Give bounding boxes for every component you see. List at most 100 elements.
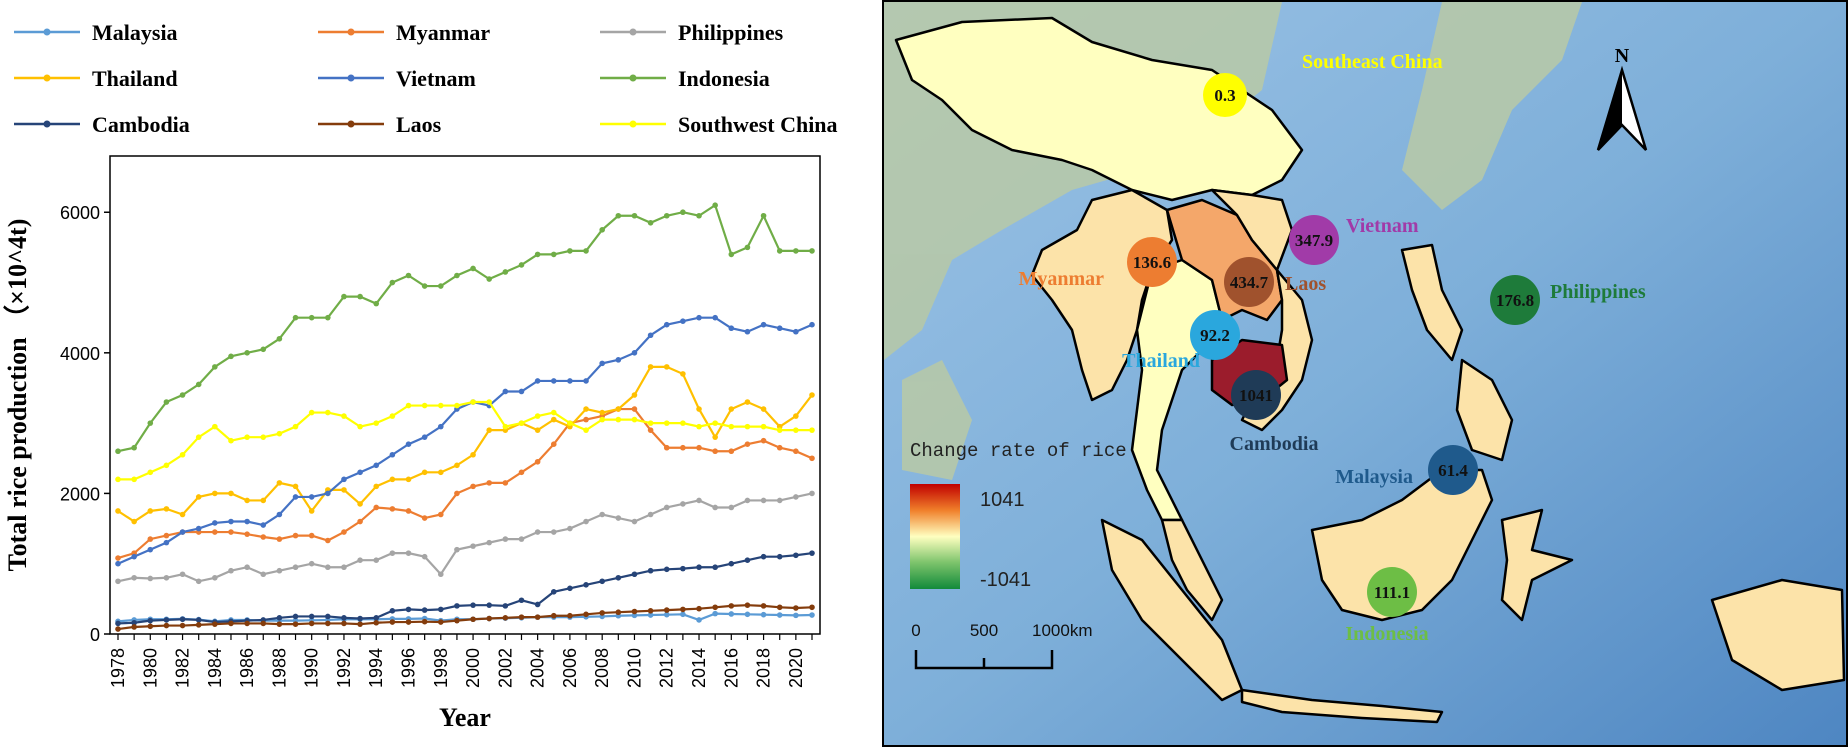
point-myanmar-2013: [680, 444, 686, 451]
point-cambodia-1988: [276, 615, 283, 621]
point-indonesia-1997: [421, 283, 428, 289]
point-thailand-1983: [195, 494, 202, 500]
point-laos-2004: [534, 614, 541, 620]
point-laos-2016: [728, 603, 735, 609]
legend-marker-laos: [347, 120, 355, 128]
point-thailand-2020: [793, 413, 799, 419]
point-vietnam-2010: [631, 350, 638, 356]
point-myanmar-2018: [760, 437, 767, 444]
x-tick-label-2006: 2006: [560, 648, 580, 688]
point-myanmar-1985: [228, 529, 234, 535]
point-cambodia-1989: [292, 613, 299, 620]
point-laos-1979: [131, 624, 137, 630]
x-tick-label-1992: 1992: [334, 648, 354, 688]
point-philippines-2010: [631, 518, 638, 525]
point-thailand-2012: [663, 364, 670, 370]
scale-bar-line: [914, 650, 1054, 670]
point-indonesia-2021: [809, 248, 815, 254]
point-cambodia-1999: [454, 603, 460, 609]
point-philippines-1994: [373, 557, 380, 563]
point-indonesia-1984: [212, 364, 218, 370]
region-label-cambodia: Cambodia: [1230, 433, 1319, 455]
point-cambodia-1996: [405, 606, 412, 613]
point-thailand-1986: [244, 497, 250, 504]
point-cambodia-2003: [518, 597, 525, 604]
point-southwest-china-2005: [550, 409, 557, 416]
point-thailand-2018: [760, 406, 767, 412]
point-cambodia-2017: [744, 557, 751, 563]
point-thailand-2011: [647, 364, 654, 370]
point-myanmar-1986: [244, 531, 250, 537]
point-thailand-1980: [147, 508, 154, 514]
point-indonesia-1990: [308, 314, 315, 321]
point-thailand-1978: [115, 508, 121, 514]
point-southwest-china-2013: [680, 420, 686, 426]
point-philippines-2018: [760, 497, 767, 504]
point-philippines-2019: [776, 497, 783, 504]
point-indonesia-1982: [179, 392, 186, 398]
region-markers: 0.3 Southeast China 347.9 Vietnam 136.6 Myanm…: [1018, 51, 1645, 645]
legend-marker-southwest-china: [629, 120, 637, 128]
point-southwest-china-1986: [244, 434, 250, 440]
point-philippines-1988: [276, 567, 283, 574]
marker-malaysia: [1428, 445, 1478, 495]
point-southwest-china-2017: [744, 423, 751, 430]
point-philippines-2003: [518, 536, 525, 542]
point-malaysia-2013: [680, 611, 686, 618]
point-thailand-2013: [680, 371, 686, 377]
legend-label-philippines: Philippines: [678, 20, 784, 45]
point-philippines-1986: [244, 564, 250, 571]
point-laos-1988: [276, 621, 283, 627]
point-indonesia-1995: [389, 279, 396, 286]
x-tick-label-1988: 1988: [269, 648, 289, 688]
point-indonesia-1993: [357, 293, 363, 300]
scale-label-500: 500: [970, 621, 998, 640]
point-vietnam-2012: [663, 321, 670, 328]
point-cambodia-1991: [325, 613, 331, 620]
point-myanmar-2007: [583, 416, 589, 423]
point-laos-2002: [502, 615, 509, 621]
region-label-southeast-china: Southeast China: [1302, 51, 1443, 73]
point-laos-1993: [357, 621, 363, 627]
point-southwest-china-2010: [631, 416, 638, 423]
point-laos-2003: [518, 614, 525, 620]
legend-marker-myanmar: [347, 28, 355, 36]
point-cambodia-1993: [357, 615, 363, 622]
point-southwest-china-2015: [712, 420, 718, 426]
legend-label-thailand: Thailand: [92, 66, 178, 91]
legend-title: Change rate of rice: [910, 440, 1127, 462]
point-philippines-1980: [147, 575, 154, 582]
point-thailand-1982: [179, 511, 186, 518]
point-cambodia-1992: [341, 615, 347, 621]
point-laos-2008: [599, 610, 605, 616]
point-laos-2010: [631, 608, 638, 615]
point-myanmar-2017: [744, 441, 751, 448]
point-cambodia-2009: [615, 574, 622, 581]
point-cambodia-2004: [534, 601, 541, 608]
point-southwest-china-1988: [276, 430, 283, 437]
x-tick-label-1980: 1980: [140, 648, 160, 688]
legend-marker-vietnam: [347, 74, 355, 82]
marker-value-myanmar: 136.6: [1133, 253, 1171, 272]
point-philippines-2002: [502, 536, 509, 542]
point-indonesia-2010: [631, 212, 638, 219]
point-cambodia-2014: [696, 564, 702, 571]
point-laos-1994: [373, 619, 380, 626]
sulawesi-island: [1500, 508, 1574, 622]
point-thailand-2017: [744, 399, 751, 405]
point-indonesia-1980: [147, 420, 154, 426]
point-philippines-2013: [680, 501, 686, 507]
point-laos-1991: [325, 620, 331, 627]
point-thailand-1984: [212, 490, 218, 497]
point-southwest-china-1997: [421, 402, 428, 409]
legend-label-myanmar: Myanmar: [396, 20, 490, 45]
point-cambodia-2013: [680, 565, 686, 572]
point-cambodia-2012: [663, 566, 670, 573]
point-myanmar-2019: [776, 444, 783, 451]
point-indonesia-1987: [260, 346, 267, 353]
point-vietnam-1998: [437, 423, 444, 430]
point-vietnam-2011: [647, 332, 654, 339]
legend-marker-philippines: [629, 28, 637, 36]
point-myanmar-1994: [373, 504, 380, 511]
point-southwest-china-2008: [599, 416, 605, 423]
